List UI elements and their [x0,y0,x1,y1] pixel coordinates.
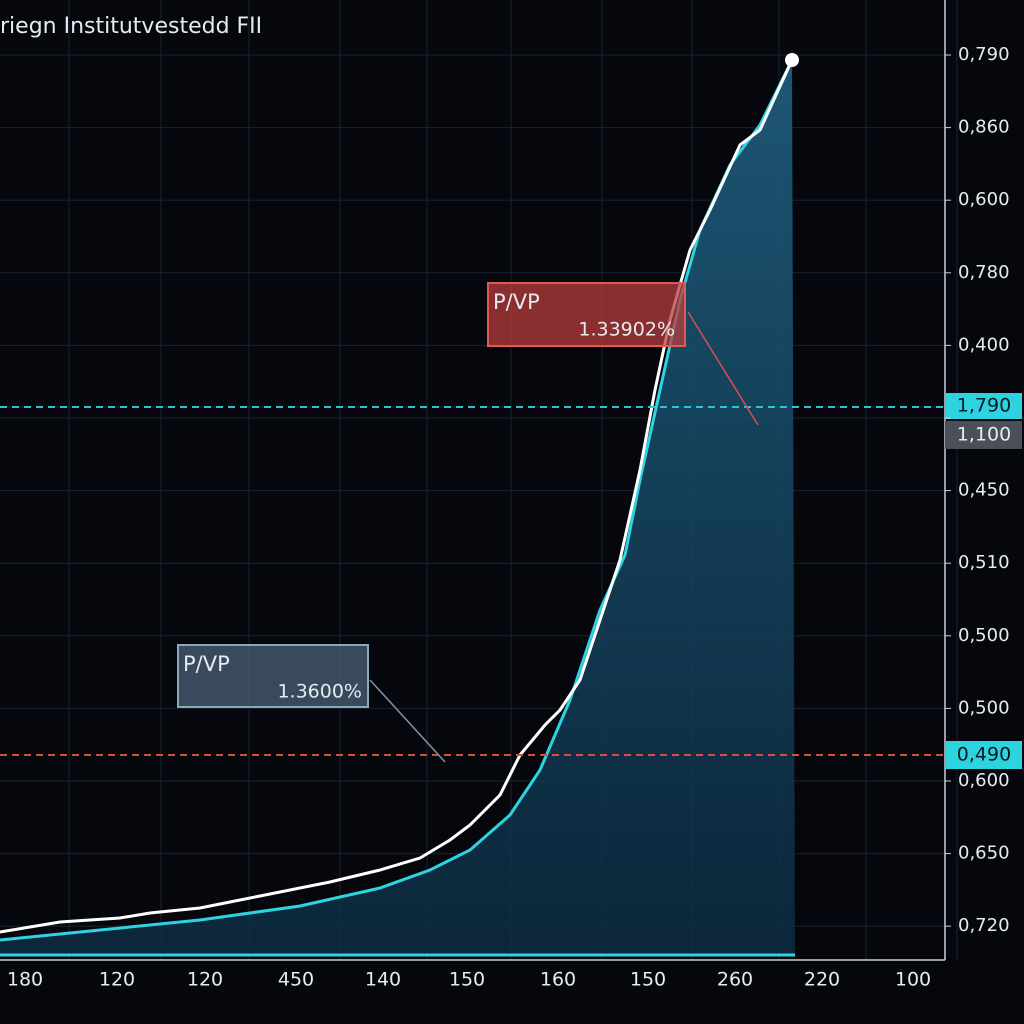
x-axis-label: 120 [99,969,135,991]
x-axis-label: 260 [717,969,753,991]
y-axis-label: 0,450 [958,480,1010,501]
annotation-value: 1.33902% [578,319,675,341]
y-axis-label: 0,500 [958,697,1010,718]
y-axis-label: 0,400 [958,334,1010,355]
annotation-title: P/VP [493,290,540,314]
annotation-box [487,282,686,347]
y-axis-label: 0,600 [958,189,1010,210]
y-axis-label: 0,600 [958,770,1010,791]
y-axis-label: 0,510 [958,552,1010,573]
y-axis-label: 0,500 [958,625,1010,646]
annotation-box [177,644,369,708]
annotation-value: 1.3600% [277,681,362,703]
x-axis-label: 450 [278,969,314,991]
price-tag [945,421,1022,449]
title: riegn Institutvestedd FII [0,14,262,39]
price-tag [945,393,1022,419]
x-axis-label: 100 [895,969,931,991]
price-tag-label: 1,790 [957,395,1011,417]
price-tag-label: 0,490 [957,744,1011,766]
area-fill [0,60,795,955]
leader-line [369,679,446,763]
y-axis-label: 0,860 [958,117,1010,138]
x-axis-label: 220 [804,969,840,991]
annotation-title: P/VP [183,652,230,676]
y-axis-label: 0,720 [958,915,1010,936]
x-axis-label: 120 [187,969,223,991]
price-tag [945,741,1022,769]
x-axis-label: 150 [630,969,666,991]
x-axis-label: 150 [449,969,485,991]
x-axis-label: 180 [7,969,43,991]
x-axis-label: 160 [540,969,576,991]
x-axis-label: 140 [365,969,401,991]
y-axis-label: 0,780 [958,262,1010,283]
price-tag-label: 1,100 [957,424,1011,446]
y-axis-label: 0,650 [958,843,1010,864]
leader-line [687,311,759,426]
end-dot [785,53,799,67]
y-axis-label: 0,790 [958,44,1010,65]
